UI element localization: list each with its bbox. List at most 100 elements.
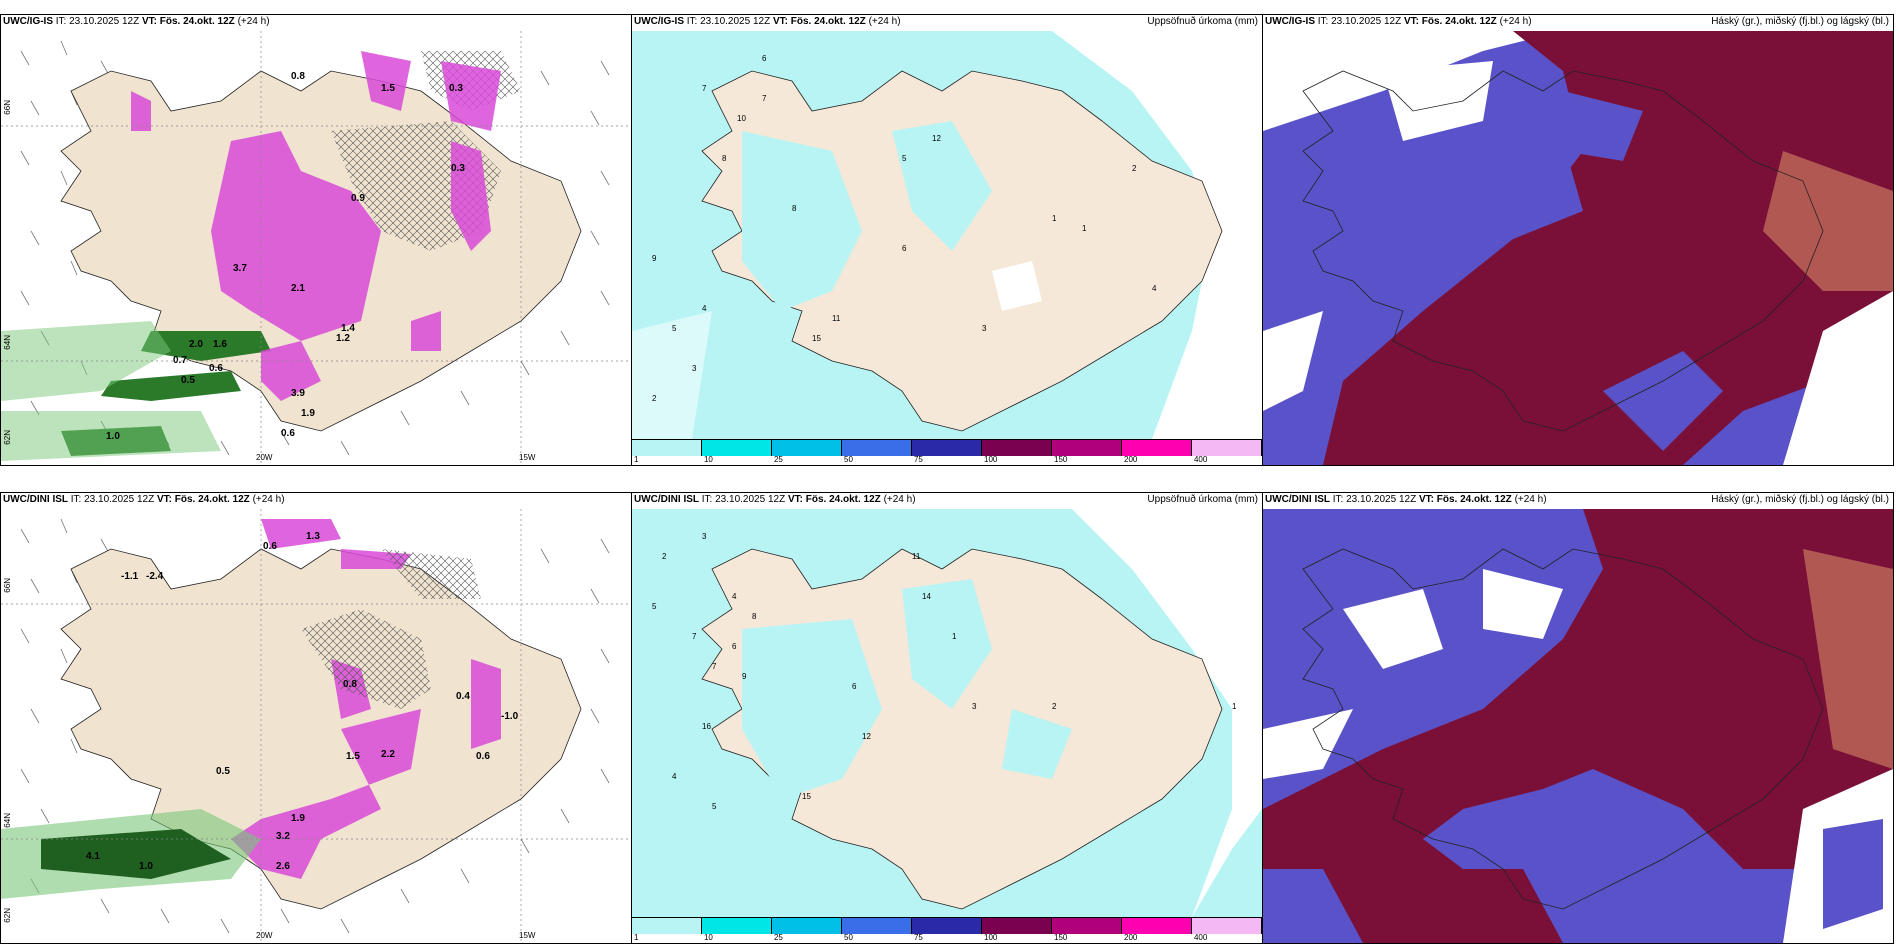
legend-tick: 10 [703,455,713,464]
value-label: 6 [732,642,737,651]
panel-title: Uppsöfnuð úrkoma (mm) [1147,16,1258,27]
value-label: 1.4 [341,323,355,334]
value-label: 1.5 [381,83,395,94]
value-label: 3.7 [233,263,247,274]
map-area: 3 5 7 4 6 2 8 11 14 16 12 15 9 1 3 4 2 1… [632,509,1262,917]
value-label: 7 [712,662,717,671]
value-label: 2 [1052,702,1057,711]
legend-tick: 100 [984,455,998,464]
value-label: 1.6 [213,339,227,350]
lat-label: 66N [3,578,12,593]
value-label: 11 [912,552,921,561]
map-area [1263,31,1893,465]
legend-tick: 50 [844,455,853,464]
value-label: 1 [952,632,957,641]
panel-top-mid-precip: UWC/IG-IS IT: 23.10.2025 12Z VT: Fös. 24… [631,14,1263,466]
value-label: 9 [652,254,657,263]
value-label: -1.0 [501,711,519,722]
value-label: 0.7 [173,355,187,366]
value-label: 0.6 [209,363,223,374]
value-label: 3 [982,324,987,333]
precip-legend: 1 10 25 50 75 100 150 200 400 [632,917,1262,943]
legend-tick: 25 [773,455,783,464]
value-label: 3.2 [276,831,290,842]
value-label: 16 [702,722,711,731]
legend-swatch [842,918,912,934]
value-label: 14 [922,592,931,601]
legend-swatch [1192,918,1262,934]
legend-swatch [772,440,842,456]
lat-label: 62N [3,430,12,445]
legend-swatch [1192,440,1262,456]
legend-swatch [912,440,982,456]
value-label: 6 [902,244,907,253]
legend-tick: 100 [984,933,998,942]
value-label: 3 [972,702,977,711]
value-label: 0.6 [263,541,277,552]
panel-top-left-precip-type: UWC/IG-IS IT: 23.10.2025 12Z VT: Fös. 24… [0,14,632,466]
legend-swatch [1052,918,1122,934]
value-label: 3.9 [291,388,305,399]
legend-swatch [982,918,1052,934]
value-label: -2.4 [146,571,164,582]
value-label: 4 [672,772,677,781]
legend-tick: 75 [913,455,923,464]
legend-swatch [702,918,772,934]
value-label: 0.3 [449,83,463,94]
legend-tick: 1 [634,933,639,942]
lon-label: 15W [519,931,536,940]
value-label: 12 [862,732,871,741]
legend-tick: 200 [1124,455,1138,464]
precip-legend: 1 10 25 50 75 100 150 200 400 [632,439,1262,465]
value-label: 2.6 [276,861,290,872]
panel-bottom-right-clouds: UWC/DINI ISL IT: 23.10.2025 12Z VT: Fös.… [1262,492,1894,944]
value-label: 8 [792,204,797,213]
panel-header: UWC/IG-IS IT: 23.10.2025 12Z VT: Fös. 24… [1265,16,1532,27]
legend-tick: 1 [634,455,639,464]
value-label: 7 [762,94,767,103]
value-label: 0.3 [451,163,465,174]
value-label: 15 [802,792,811,801]
legend-tick: 200 [1124,933,1138,942]
legend-swatch [772,918,842,934]
value-label: 0.4 [456,691,470,702]
value-label: 6 [852,682,857,691]
panel-header: UWC/DINI ISL IT: 23.10.2025 12Z VT: Fös.… [3,494,285,505]
value-label: 7 [692,632,697,641]
legend-tick: 400 [1193,933,1208,942]
lon-label: 20W [256,453,273,462]
panel-header: UWC/DINI ISL IT: 23.10.2025 12Z VT: Fös.… [1265,494,1547,505]
value-label: 15 [812,334,821,343]
value-label: 4 [732,592,737,601]
legend-tick: 400 [1193,455,1208,464]
value-label: 1.3 [306,531,320,542]
legend-swatch [632,918,702,934]
map-area [1263,509,1893,943]
value-label: 2 [1132,164,1137,173]
legend-tick: 150 [1054,933,1068,942]
legend-swatch [1122,918,1192,934]
value-label: 9 [742,672,747,681]
value-label: 12 [932,134,941,143]
legend-tick: 75 [913,933,923,942]
legend-swatch [632,440,702,456]
value-label: 1 [1052,214,1057,223]
legend-swatch [1052,440,1122,456]
panel-bottom-mid-precip: UWC/DINI ISL IT: 23.10.2025 12Z VT: Fös.… [631,492,1263,944]
value-label: 1.9 [301,408,315,419]
panel-top-right-clouds: UWC/IG-IS IT: 23.10.2025 12Z VT: Fös. 24… [1262,14,1894,466]
value-label: 1.0 [139,861,153,872]
panel-header: UWC/IG-IS IT: 23.10.2025 12Z VT: Fös. 24… [634,16,901,27]
value-label: 7 [702,84,707,93]
value-label: 1 [1232,702,1237,711]
lat-label: 64N [3,335,12,350]
lon-label: 20W [256,931,273,940]
value-label: 0.9 [351,193,365,204]
value-label: 0.8 [291,71,305,82]
lat-label: 66N [3,100,12,115]
value-label: 3 [702,532,707,541]
map-area: 6 7 8 10 9 5 3 4 2 12 15 11 1 7 5 3 2 1 … [632,31,1262,439]
value-label: 4.1 [86,851,100,862]
value-label: 1.5 [346,751,360,762]
legend-tick: 150 [1054,455,1068,464]
